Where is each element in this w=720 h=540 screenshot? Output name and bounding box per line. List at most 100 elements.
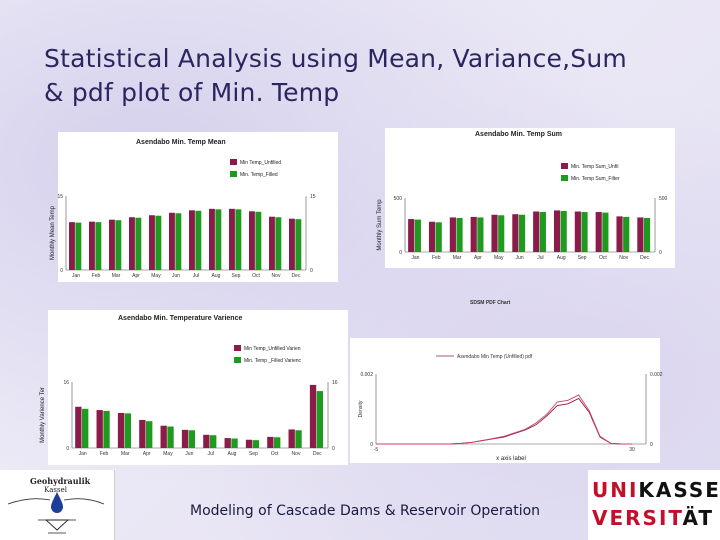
legend-swatch (230, 171, 237, 177)
bar (75, 222, 82, 270)
x-tick-label: Mar (112, 273, 121, 279)
chart-title: Asendabo Min. Temperature Varience (118, 315, 242, 322)
bar (229, 208, 235, 270)
uni-kassel-logo: UNIKASSEL VERSITÄT (588, 470, 720, 540)
x-tick-label: Mar (121, 451, 130, 457)
x-tick-label: Oct (252, 273, 260, 279)
y-tick-label-right: 0.002 (650, 372, 663, 378)
bar (209, 208, 215, 270)
bar (477, 217, 484, 252)
slide-footer: Modeling of Cascade Dams & Reservoir Ope… (190, 503, 541, 519)
bar (189, 210, 195, 270)
bar (623, 216, 630, 252)
x-tick-label: Aug (212, 273, 221, 279)
bar (109, 219, 115, 270)
bar (616, 216, 623, 252)
sum-chart: Asendabo Min. Temp Sum Min. Temp Sum_Unfi… (377, 128, 675, 268)
y-tick-label-right: 15 (310, 194, 316, 200)
logo-left-line1: Geohydraulik (30, 476, 91, 486)
bar (139, 419, 146, 448)
geohydraulik-logo: Geohydraulik Kassel (0, 470, 115, 540)
logo-right-line1: UNIKASSEL (592, 478, 720, 502)
y-tick-label: 0 (60, 268, 63, 274)
bar (181, 429, 189, 448)
bar (295, 430, 302, 448)
x-tick-label: -5 (374, 447, 379, 453)
bar (115, 220, 122, 270)
bar (231, 438, 238, 448)
bar (203, 434, 210, 448)
y-tick-label: 0 (399, 250, 402, 256)
legend-swatch (561, 163, 568, 169)
chart-background (385, 128, 675, 268)
bar (533, 211, 540, 252)
legend-swatch (234, 345, 241, 351)
chart-title: Asendabo Min. Temp Mean (136, 139, 226, 146)
legend-label: Min Temp_Unfilled Varien (244, 346, 301, 352)
bar (235, 209, 242, 270)
y-tick-label-right: 0 (332, 446, 335, 452)
y-axis-label: Monthly Varience Ter (40, 387, 46, 443)
x-tick-label: Nov (619, 255, 628, 261)
y-tick-label: 0 (370, 442, 373, 448)
bar (456, 217, 463, 252)
slide-title-line2: & pdf plot of Min. Temp (44, 78, 340, 107)
bar (289, 218, 295, 270)
y-tick-label-right: 16 (332, 380, 338, 386)
x-tick-label: Apr (143, 451, 151, 457)
bar (249, 211, 255, 270)
logo-right-line2: VERSITÄT (592, 506, 715, 530)
x-tick-label: Apr (132, 273, 140, 279)
legend-label: Min. Temp Sum_Unfil (571, 164, 618, 170)
bar (167, 426, 174, 448)
bar (267, 436, 274, 448)
x-tick-label: Jan (79, 451, 87, 457)
bar (581, 212, 588, 252)
bar (96, 410, 103, 448)
bar (491, 214, 498, 252)
x-tick-label: Jul (193, 273, 199, 279)
bar (75, 406, 82, 448)
y-axis-label: Monthly Sum Temp (377, 199, 383, 251)
bar (637, 217, 644, 252)
bar (149, 215, 155, 270)
x-tick-label: Jun (172, 273, 180, 279)
bar (560, 210, 567, 252)
bar (135, 217, 142, 270)
bar (428, 221, 436, 252)
bar (595, 212, 602, 252)
bar (124, 413, 132, 448)
bar (288, 429, 295, 448)
water-drop-icon (7, 492, 105, 534)
bar (255, 211, 262, 270)
bar (117, 412, 125, 448)
bar (553, 210, 561, 252)
bar (498, 215, 505, 252)
bar (82, 408, 89, 448)
x-tick-label: Jan (411, 255, 419, 261)
x-axis-label: x axis label (496, 456, 526, 462)
y-tick-label: 0.002 (360, 372, 373, 378)
x-tick-label: Jul (207, 451, 213, 457)
bar (146, 421, 153, 448)
slide-title-line1: Statistical Analysis using Mean, Varianc… (44, 44, 627, 73)
legend-label: Min. Temp_Filled (240, 172, 278, 178)
chart-background (48, 310, 348, 465)
bar (309, 384, 317, 448)
bar (155, 215, 162, 270)
y-tick-label-right: 0 (310, 268, 313, 274)
x-tick-label: May (151, 273, 161, 279)
bar (512, 214, 519, 252)
bar (295, 219, 302, 270)
bar (129, 217, 135, 270)
bar (316, 391, 324, 448)
bar (414, 219, 421, 252)
x-tick-label: May (163, 451, 173, 457)
bar (643, 217, 651, 252)
bar (224, 438, 231, 448)
legend-swatch (234, 357, 241, 363)
bar (103, 410, 110, 448)
logo-left-line2: Kassel (44, 486, 67, 494)
bar (408, 219, 415, 252)
y-tick-label: 0 (66, 446, 69, 452)
